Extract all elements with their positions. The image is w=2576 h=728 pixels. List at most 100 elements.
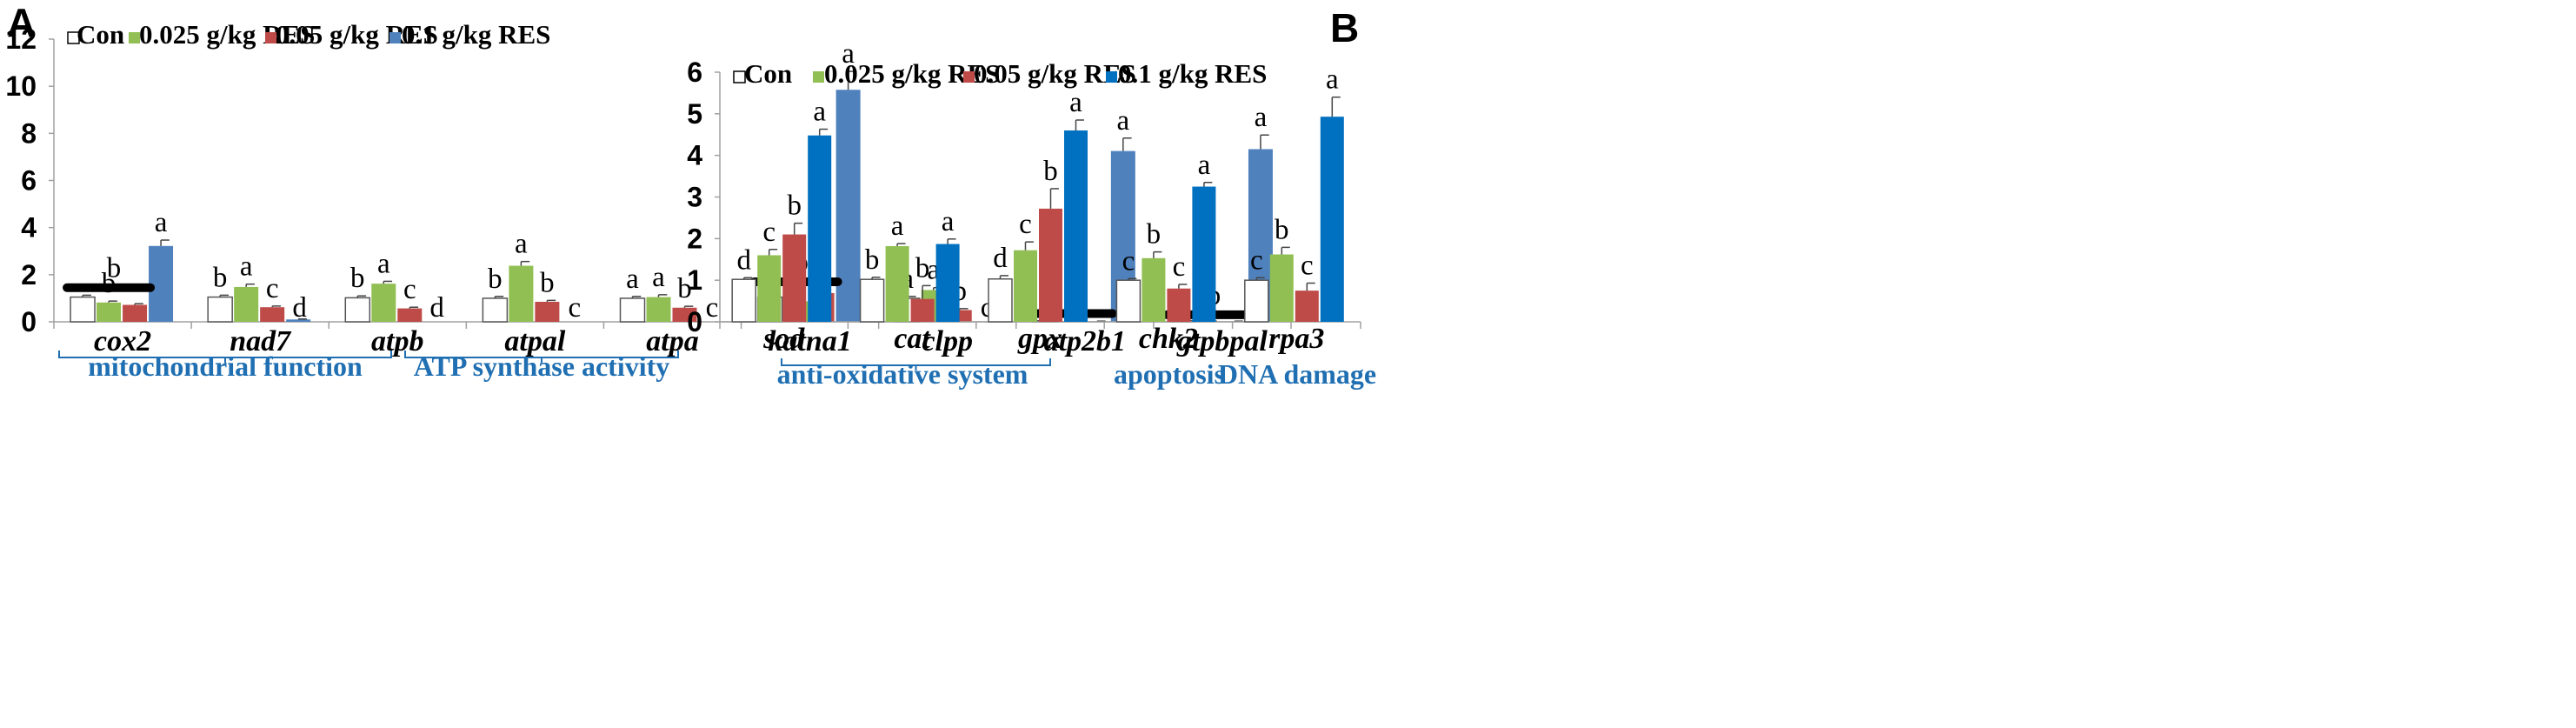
significance-letter: b [540,267,555,298]
bar-chk2-s2 [1167,288,1191,322]
significance-letter: a [1198,150,1211,181]
bar-atpb-s2 [397,308,423,322]
bar-chk2-s0 [1115,279,1142,323]
significance-letter: b [350,263,365,294]
significance-letter: d [292,292,307,324]
bar-gpx-s1 [1014,250,1037,322]
significance-letter: b [915,252,930,284]
significance-letter: b [787,190,802,222]
significance-letter: a [377,248,390,279]
significance-letter: c [1250,244,1263,276]
bar-katna1-s3 [835,90,861,323]
y-tick-label: 0 [21,306,37,337]
legend-entry: 0.025 g/kg RES [139,19,315,50]
bar-cat-s1 [885,245,909,322]
significance-letter: a [1117,105,1130,137]
bar-atpal-s0 [482,297,509,323]
y-tick-label: 0 [687,306,702,337]
significance-letter: a [1255,102,1268,133]
significance-letter: b [865,244,880,276]
bar-nad7-s1 [234,286,259,322]
group-label: mitochondrial function [88,351,363,382]
bar-atpal-s1 [509,265,534,322]
gene-label-nad7: nad7 [230,325,292,357]
bar-atpal-s2 [535,301,560,322]
significance-letter: b [1147,219,1162,250]
y-tick-label: 12 [5,23,37,55]
group-label: anti-oxidative system [777,358,1028,390]
significance-letter: a [813,97,826,128]
significance-letter: a [1326,64,1339,96]
gene-label-rpa3: rpa3 [1268,323,1324,355]
y-tick-label: 10 [5,70,37,102]
legend-entry: 0.1 g/kg RES [1118,58,1267,89]
significance-letter: a [842,38,855,70]
bar-gpx-s2 [1039,208,1062,322]
bar-nad7-s3 [286,319,311,322]
significance-letter: c [266,273,279,304]
significance-letter: a [155,207,168,238]
gene-label-clpp: clpp [922,325,973,357]
significance-letter: a [626,264,639,295]
legend-entry: Con [77,19,124,50]
significance-letter: b [677,273,692,304]
bar-cat-s3 [935,244,960,322]
gene-label-katna1: katna1 [768,325,851,357]
y-tick-label: 8 [21,117,37,149]
gene-label-sod: sod [762,323,805,355]
panel-b-chart: 0123456dcbasodbabacatdcbagpxcbcachk2cbca… [687,57,1376,390]
group-label: DNA damage [1218,358,1376,390]
legend-swatch [963,71,975,83]
bar-rpa3-s2 [1295,291,1319,322]
significance-letter: c [1301,250,1314,282]
legend-entry: 0.05 g/kg RES [276,19,438,50]
bar-cox2-s1 [97,302,122,322]
bar-gpx-s0 [988,277,1013,323]
significance-letter: a [515,229,528,260]
significance-letter: a [652,262,665,293]
significance-letter: a [1069,87,1082,118]
y-tick-label: 6 [21,165,37,197]
significance-letter: b [488,264,503,295]
gene-label-gpx: gpx [1017,323,1062,355]
bar-chk2-s1 [1142,257,1166,322]
group-label: apoptosis [1114,358,1225,390]
bar-sod-s0 [731,278,756,323]
significance-letter: b [1275,214,1289,245]
significance-letter: b [213,262,228,293]
legend-entry: 0.1 g/kg RES [402,19,550,50]
significance-letter: a [891,210,904,242]
y-tick-label: 6 [687,57,702,88]
y-tick-label: 2 [21,259,37,291]
gene-label-atpb: atpb [371,325,423,357]
bar-nad7-s2 [260,307,285,322]
bar-atpa-s2 [672,307,697,322]
significance-letter: c [1019,209,1032,240]
bar-cox2-s2 [123,304,148,322]
significance-letter: d [736,244,751,276]
gene-label-cat: cat [894,323,931,355]
gene-label-atpa: atpa [646,325,698,357]
legend-swatch [67,31,80,44]
y-tick-label: 2 [687,223,702,254]
bar-rpa3-s3 [1320,117,1344,322]
gene-label-atpal: atpal [504,325,565,357]
significance-letter: c [706,292,719,324]
gene-label-cox2: cox2 [94,325,151,357]
legend-swatch [129,32,140,43]
significance-letter: a [942,206,955,237]
gene-label-chk2: chk2 [1139,323,1198,355]
gene-label-gtpbpal: gtpbpal [1176,325,1268,357]
bar-atpb-s1 [371,284,396,322]
legend-swatch [389,32,401,43]
significance-letter: c [1122,245,1135,277]
panel-b-label: B [1330,5,1359,50]
bar-atpa-s0 [619,297,646,323]
significance-letter: d [993,243,1008,274]
bar-cat-s0 [859,278,885,323]
significance-letter: a [240,251,253,283]
legend-swatch [1106,71,1117,83]
legend-swatch [265,32,276,43]
y-tick-label: 3 [687,182,702,213]
